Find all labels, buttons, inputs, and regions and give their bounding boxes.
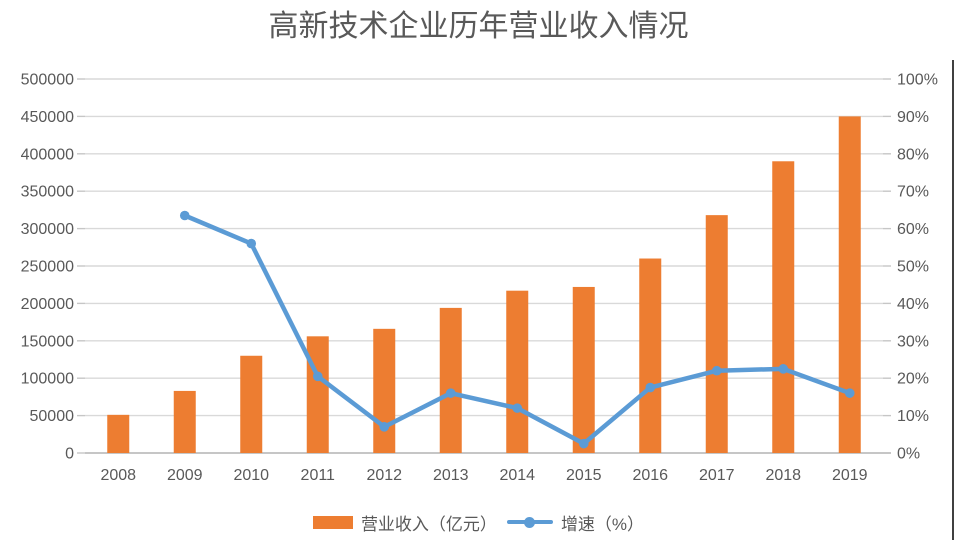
bar-2013 (439, 307, 462, 453)
bar-2019 (838, 116, 861, 454)
x-axis-label: 2011 (301, 467, 336, 484)
y-axis-left-label: 50000 (30, 408, 75, 425)
y-axis-left-label: 0 (65, 446, 74, 463)
y-axis-left-label: 400000 (21, 146, 74, 163)
y-axis-right-label: 100% (897, 72, 938, 89)
line-point-2018 (778, 364, 789, 374)
y-axis-right-label: 60% (897, 221, 929, 238)
bar-2010 (240, 355, 263, 453)
x-axis-label: 2016 (632, 467, 668, 484)
y-axis-right-label: 90% (897, 109, 929, 126)
y-axis-left-label: 450000 (21, 109, 74, 126)
y-axis-left-label: 300000 (21, 221, 74, 238)
bar-2008 (107, 414, 130, 453)
bar-2018 (772, 161, 795, 453)
legend-label-growth: 增速（%） (560, 514, 645, 534)
x-axis-label: 2012 (366, 467, 402, 484)
y-axis-right-label: 40% (897, 296, 929, 313)
line-point-2010 (246, 238, 257, 249)
y-axis-left-label: 500000 (21, 72, 74, 89)
line-point-2011 (312, 371, 323, 382)
line-point-2016 (645, 382, 656, 393)
line-point-2012 (379, 422, 390, 432)
y-axis-left-label: 100000 (21, 371, 74, 388)
bar-2015 (572, 286, 595, 453)
line-point-2014 (512, 403, 523, 413)
y-axis-right-label: 30% (897, 333, 929, 350)
y-axis-right-label: 20% (897, 371, 929, 388)
y-axis-left-label: 350000 (21, 184, 74, 201)
x-axis-label: 2014 (499, 467, 535, 484)
x-axis-label: 2008 (100, 467, 136, 484)
line-series-swatch-icon (506, 516, 553, 528)
chart-right-border (952, 60, 954, 540)
y-axis-right-label: 50% (897, 259, 929, 276)
line-point-2013 (445, 388, 456, 398)
chart-title: 高新技术企业历年营业收入情况 (268, 10, 689, 43)
x-axis-label: 2018 (765, 467, 801, 484)
x-axis-label: 2017 (699, 467, 735, 484)
legend: 营业收入（亿元） 增速（%） (0, 508, 957, 536)
legend-label-revenue: 营业收入（亿元） (360, 514, 497, 534)
y-axis-left-label: 250000 (21, 259, 74, 276)
y-axis-right-label: 10% (897, 408, 929, 425)
y-axis-right-label: 70% (897, 184, 929, 201)
line-point-2015 (578, 438, 589, 449)
y-axis-left-label: 200000 (21, 296, 74, 313)
bar-series-swatch-icon (312, 515, 353, 529)
x-axis-label: 2009 (167, 467, 203, 484)
line-point-2019 (844, 388, 855, 398)
y-axis-right-label: 0% (897, 446, 920, 463)
line-point-2017 (711, 365, 722, 376)
x-axis-label: 2010 (233, 467, 269, 484)
bar-2017 (705, 215, 728, 453)
bar-2012 (373, 328, 396, 453)
bar-2011 (306, 336, 329, 453)
legend-item-revenue: 营业收入（亿元） (312, 510, 497, 535)
bar-2009 (173, 390, 196, 453)
bar-2014 (506, 290, 529, 453)
y-axis-right-label: 80% (897, 146, 929, 163)
bar-2016 (639, 258, 662, 453)
x-axis-label: 2013 (433, 467, 469, 484)
legend-item-growth: 增速（%） (506, 510, 645, 535)
line-marker-icon (524, 516, 536, 528)
x-axis-label: 2015 (566, 467, 602, 484)
y-axis-left-label: 150000 (21, 333, 74, 350)
line-point-2009 (179, 210, 190, 221)
x-axis-label: 2019 (832, 467, 868, 484)
